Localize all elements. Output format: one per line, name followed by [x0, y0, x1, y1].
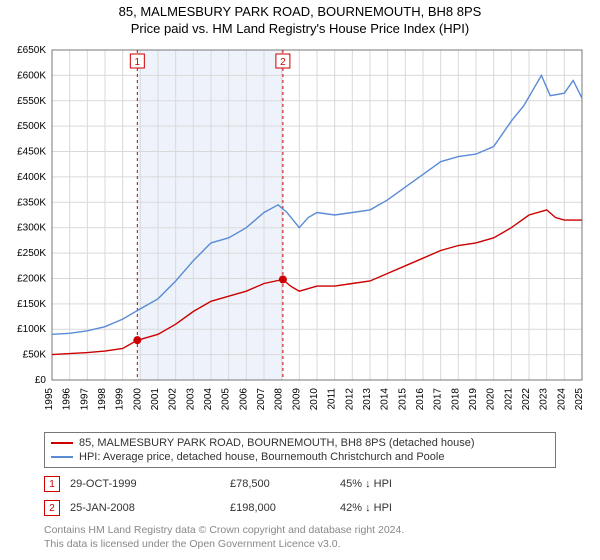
svg-text:2017: 2017	[433, 388, 444, 411]
legend-item: HPI: Average price, detached house, Bour…	[51, 450, 549, 464]
svg-text:1998: 1998	[97, 388, 108, 411]
legend: 85, MALMESBURY PARK ROAD, BOURNEMOUTH, B…	[44, 432, 556, 468]
svg-text:2011: 2011	[327, 388, 338, 410]
line-chart: £0 £50K £100K £150K £200K £250K £300K £350K £400…	[0, 44, 600, 424]
svg-text:2023: 2023	[539, 388, 550, 411]
svg-text:2014: 2014	[380, 388, 391, 411]
svg-text:£550K: £550K	[17, 96, 46, 107]
legend-label: HPI: Average price, detached house, Bour…	[79, 451, 444, 463]
attribution-line: Contains HM Land Registry data © Crown c…	[44, 524, 556, 538]
legend-item: 85, MALMESBURY PARK ROAD, BOURNEMOUTH, B…	[51, 436, 549, 450]
svg-text:£300K: £300K	[17, 223, 46, 234]
svg-text:£50K: £50K	[23, 350, 47, 361]
svg-text:2002: 2002	[168, 388, 179, 411]
svg-text:£100K: £100K	[17, 324, 46, 335]
svg-text:£600K: £600K	[17, 70, 46, 81]
svg-text:2008: 2008	[274, 388, 285, 411]
svg-text:£400K: £400K	[17, 172, 46, 183]
svg-text:£450K: £450K	[17, 147, 46, 158]
attribution: Contains HM Land Registry data © Crown c…	[44, 524, 556, 551]
page-subtitle: Price paid vs. HM Land Registry's House …	[0, 21, 600, 36]
svg-text:£500K: £500K	[17, 121, 46, 132]
svg-text:2021: 2021	[503, 388, 514, 411]
marker-row: 1 29-OCT-1999 £78,500 45% ↓ HPI	[44, 472, 556, 496]
svg-text:2022: 2022	[521, 388, 532, 411]
svg-text:2020: 2020	[486, 388, 497, 411]
legend-swatch	[51, 456, 73, 458]
svg-text:2003: 2003	[185, 388, 196, 411]
svg-text:£150K: £150K	[17, 299, 46, 310]
svg-text:1995: 1995	[44, 388, 55, 411]
svg-text:2015: 2015	[397, 388, 408, 411]
legend-label: 85, MALMESBURY PARK ROAD, BOURNEMOUTH, B…	[79, 437, 475, 449]
svg-text:2009: 2009	[291, 388, 302, 411]
svg-text:2024: 2024	[556, 388, 567, 411]
page-title: 85, MALMESBURY PARK ROAD, BOURNEMOUTH, B…	[0, 4, 600, 19]
marker-price: £198,000	[230, 502, 330, 514]
svg-text:2010: 2010	[309, 388, 320, 411]
marker-date: 25-JAN-2008	[70, 502, 220, 514]
marker-pct: 42% ↓ HPI	[340, 502, 450, 514]
svg-text:1996: 1996	[62, 388, 73, 411]
svg-text:£0: £0	[35, 375, 47, 386]
svg-text:1: 1	[135, 57, 141, 68]
svg-text:2016: 2016	[415, 388, 426, 411]
svg-text:1997: 1997	[79, 388, 90, 411]
legend-swatch	[51, 442, 73, 444]
marker-pct: 45% ↓ HPI	[340, 478, 450, 490]
svg-text:2006: 2006	[238, 388, 249, 411]
svg-text:2005: 2005	[221, 388, 232, 411]
svg-text:2: 2	[280, 57, 286, 68]
svg-text:2007: 2007	[256, 388, 267, 411]
svg-text:2004: 2004	[203, 388, 214, 411]
svg-text:£650K: £650K	[17, 45, 46, 56]
svg-text:2025: 2025	[574, 388, 585, 411]
marker-row: 2 25-JAN-2008 £198,000 42% ↓ HPI	[44, 496, 556, 520]
marker-table: 1 29-OCT-1999 £78,500 45% ↓ HPI 2 25-JAN-2008…	[44, 472, 556, 520]
svg-text:£350K: £350K	[17, 197, 46, 208]
marker-number-box: 1	[44, 476, 60, 492]
marker-price: £78,500	[230, 478, 330, 490]
attribution-line: This data is licensed under the Open Gov…	[44, 538, 556, 552]
svg-text:2013: 2013	[362, 388, 373, 411]
svg-text:2000: 2000	[132, 388, 143, 411]
marker-date: 29-OCT-1999	[70, 478, 220, 490]
svg-text:£250K: £250K	[17, 248, 46, 259]
marker-number-box: 2	[44, 500, 60, 516]
svg-text:2019: 2019	[468, 388, 479, 411]
svg-text:1999: 1999	[115, 388, 126, 411]
svg-text:£200K: £200K	[17, 273, 46, 284]
svg-text:2018: 2018	[450, 388, 461, 411]
svg-text:2012: 2012	[344, 388, 355, 411]
svg-text:2001: 2001	[150, 388, 161, 411]
